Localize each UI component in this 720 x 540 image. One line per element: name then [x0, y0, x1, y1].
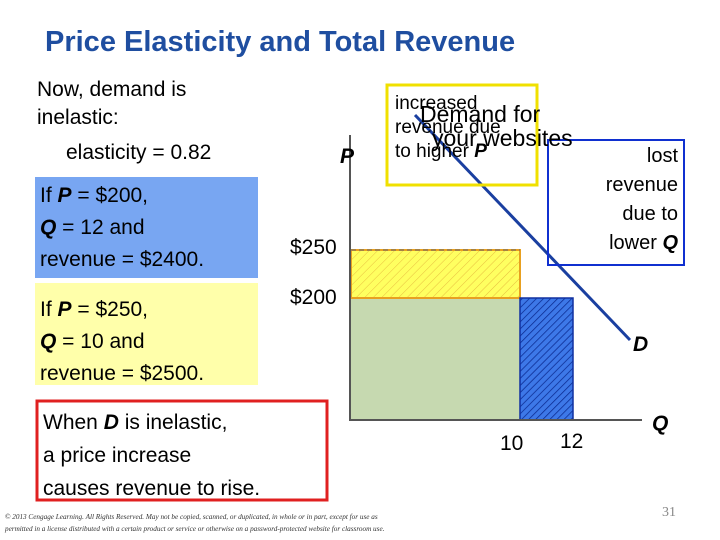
price-label: $250 — [290, 236, 337, 259]
gain-area — [350, 249, 521, 299]
gain-text: revenue due — [395, 117, 501, 138]
case-box — [35, 283, 258, 385]
title: Price Elasticity and Total Revenue — [45, 26, 516, 58]
text: lower — [609, 232, 663, 254]
text: = $250, — [71, 298, 149, 321]
text: If — [40, 298, 58, 321]
conclusion-text: When D is inelastic, — [43, 407, 227, 439]
text: Q — [40, 330, 57, 353]
text: When — [43, 411, 104, 434]
case-box — [35, 177, 258, 278]
gain-text: to higher P — [395, 140, 487, 164]
case-text: revenue = $2400. — [40, 248, 205, 271]
loss-box — [547, 139, 685, 266]
q-axis-label: Q — [652, 412, 669, 435]
text: = 12 and — [56, 216, 145, 239]
text: D — [103, 411, 119, 434]
text: due to — [622, 203, 678, 225]
text: = $200, — [71, 184, 149, 207]
text: = 10 and — [56, 330, 145, 353]
text: lost — [646, 145, 678, 167]
conclusion-text: a price increase — [43, 444, 192, 467]
text: to higher — [395, 141, 475, 162]
text: If — [40, 184, 58, 207]
text: revenue — [605, 174, 678, 196]
demand-label: D — [633, 333, 649, 356]
text: P — [57, 298, 72, 321]
case-text: Q = 12 and — [40, 212, 145, 244]
case-text: Q = 10 and — [40, 326, 145, 358]
text: Q — [662, 232, 678, 254]
revenue-area — [351, 298, 520, 420]
text: P — [474, 141, 487, 162]
case-text: If P = $250, — [40, 294, 148, 326]
text: lower Q — [548, 229, 678, 258]
price-label: $200 — [290, 286, 337, 309]
watermark: your websites — [432, 125, 573, 151]
demand-curve — [413, 113, 632, 342]
conclusion-text: causes revenue to rise. — [43, 477, 261, 500]
text: is inelastic, — [118, 411, 228, 434]
intro: inelastic: — [37, 106, 119, 129]
quantity-label: 10 — [500, 432, 524, 455]
footer: © 2013 Cengage Learning. All Rights Rese… — [5, 513, 378, 521]
loss-area — [519, 297, 574, 421]
gain-text: increased — [395, 93, 478, 114]
case-text: revenue = $2500. — [40, 362, 205, 385]
case-text: If P = $200, — [40, 180, 148, 212]
loss-text: lost revenue due to lower Q — [548, 142, 678, 258]
intro: Now, demand is — [37, 78, 187, 101]
text: P — [57, 184, 72, 207]
text: Q — [40, 216, 57, 239]
page-number: 31 — [662, 505, 676, 520]
conclusion-box — [35, 399, 329, 502]
watermark: Demand for — [420, 101, 541, 127]
gain-box — [385, 83, 539, 187]
intro: elasticity = 0.82 — [66, 141, 212, 164]
footer: permitted in a license distributed with … — [5, 525, 385, 533]
quantity-label: 12 — [560, 430, 584, 453]
p-axis-label: P — [340, 145, 355, 168]
